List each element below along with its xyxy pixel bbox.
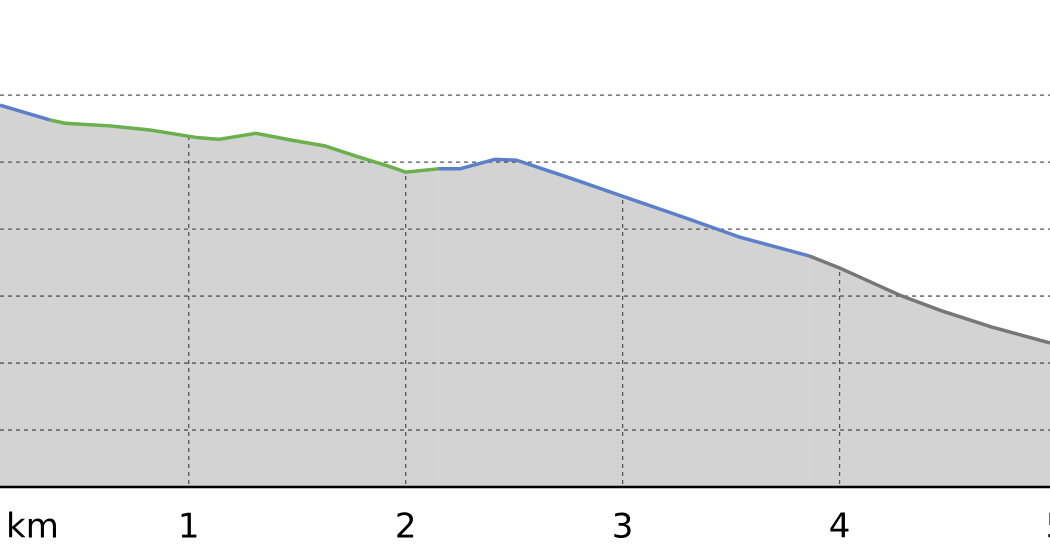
area-fill (49, 119, 439, 487)
x-axis-label: km (6, 507, 59, 547)
area-fill (438, 159, 810, 487)
elevation-line (438, 157, 810, 258)
x-tick-label: 5 (1046, 507, 1050, 547)
elevation-line (0, 103, 51, 122)
elevation-line (49, 118, 439, 174)
x-tick-label: 3 (612, 507, 634, 547)
elevation-line (808, 254, 1050, 345)
area-fill (809, 255, 1050, 487)
x-tick-label: 2 (395, 507, 417, 547)
x-tick-label: 1 (178, 507, 200, 547)
x-tick-label: 4 (829, 507, 851, 547)
